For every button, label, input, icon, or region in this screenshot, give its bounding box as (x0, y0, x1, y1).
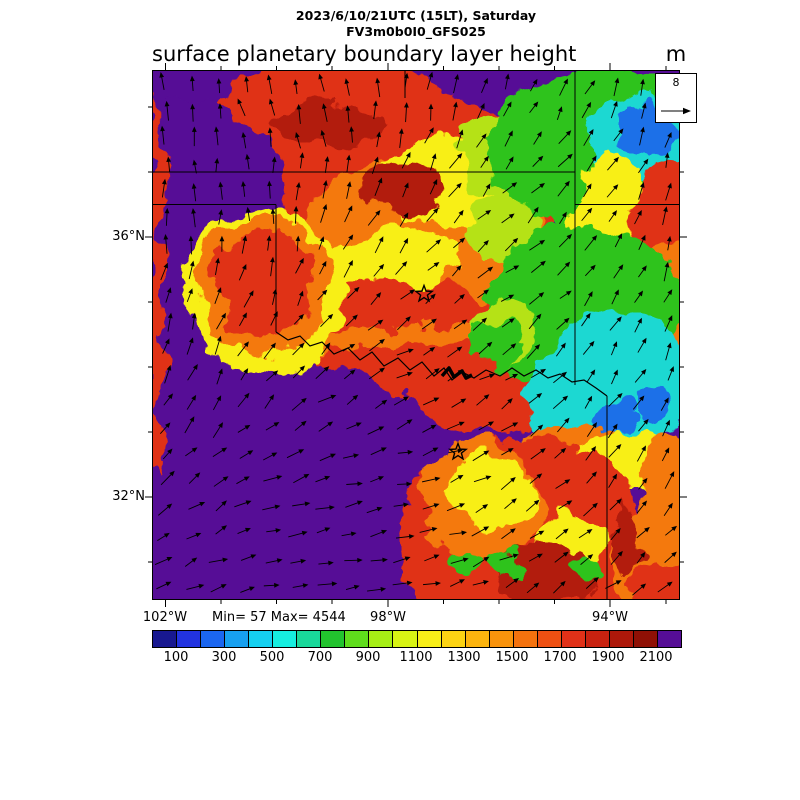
colorbar-tick-label: 1300 (447, 650, 481, 665)
colorbar-tick-label: 900 (355, 650, 381, 665)
colorbar-tick-label: 1900 (591, 650, 625, 665)
field-fill-group (55, 62, 717, 652)
colorbar-tick-label: 300 (211, 650, 237, 665)
lat-label-36n: 36°N (112, 229, 145, 244)
colorbar-tick-label: 100 (163, 650, 189, 665)
wind-reference-value: 8 (672, 76, 680, 89)
units-label: m (665, 42, 687, 66)
colorbar-segment (177, 631, 202, 647)
colorbar-segment (153, 631, 178, 647)
colorbar-segment (513, 631, 538, 647)
colorbar-segment (369, 631, 394, 647)
colorbar-segment (537, 631, 562, 647)
colorbar-segment (657, 631, 682, 647)
wind-reference-box: 8 (655, 73, 697, 123)
plot-title: surface planetary boundary layer height (152, 42, 577, 66)
colorbar-segment (585, 631, 610, 647)
datetime-title: 2023/6/10/21UTC (15LT), Saturday (295, 8, 537, 23)
colorbar-segment (561, 631, 586, 647)
model-title: FV3m0b0I0_GFS025 (346, 24, 486, 39)
colorbar-segment (249, 631, 274, 647)
colorbar-tick-label: 1500 (495, 650, 529, 665)
colorbar-segment (465, 631, 490, 647)
colorbar-segment (489, 631, 514, 647)
colorbar-tick-label: 1700 (543, 650, 577, 665)
colorbar-tick-label: 500 (259, 650, 285, 665)
colorbar (152, 630, 682, 648)
lon-label-102w: 102°W (142, 610, 188, 625)
colorbar-segment (273, 631, 298, 647)
lat-label-32n: 32°N (112, 489, 145, 504)
colorbar-segment (633, 631, 658, 647)
colorbar-segment (441, 631, 466, 647)
colorbar-segment (417, 631, 442, 647)
map-canvas (55, 62, 717, 652)
colorbar-tick-label: 2100 (639, 650, 673, 665)
minmax-label: Min= 57 Max= 4544 (212, 610, 346, 625)
colorbar-segment (297, 631, 322, 647)
colorbar-segment (345, 631, 370, 647)
wind-reference-arrow-icon (661, 107, 691, 115)
pbl-field-svg (55, 62, 717, 652)
colorbar-segment (225, 631, 250, 647)
colorbar-segment (393, 631, 418, 647)
colorbar-segment (609, 631, 634, 647)
lon-label-98w: 98°W (370, 610, 406, 625)
colorbar-segment (201, 631, 226, 647)
colorbar-segment (321, 631, 346, 647)
colorbar-tick-label: 700 (307, 650, 333, 665)
colorbar-tick-label: 1100 (399, 650, 433, 665)
lon-label-94w: 94°W (592, 610, 628, 625)
